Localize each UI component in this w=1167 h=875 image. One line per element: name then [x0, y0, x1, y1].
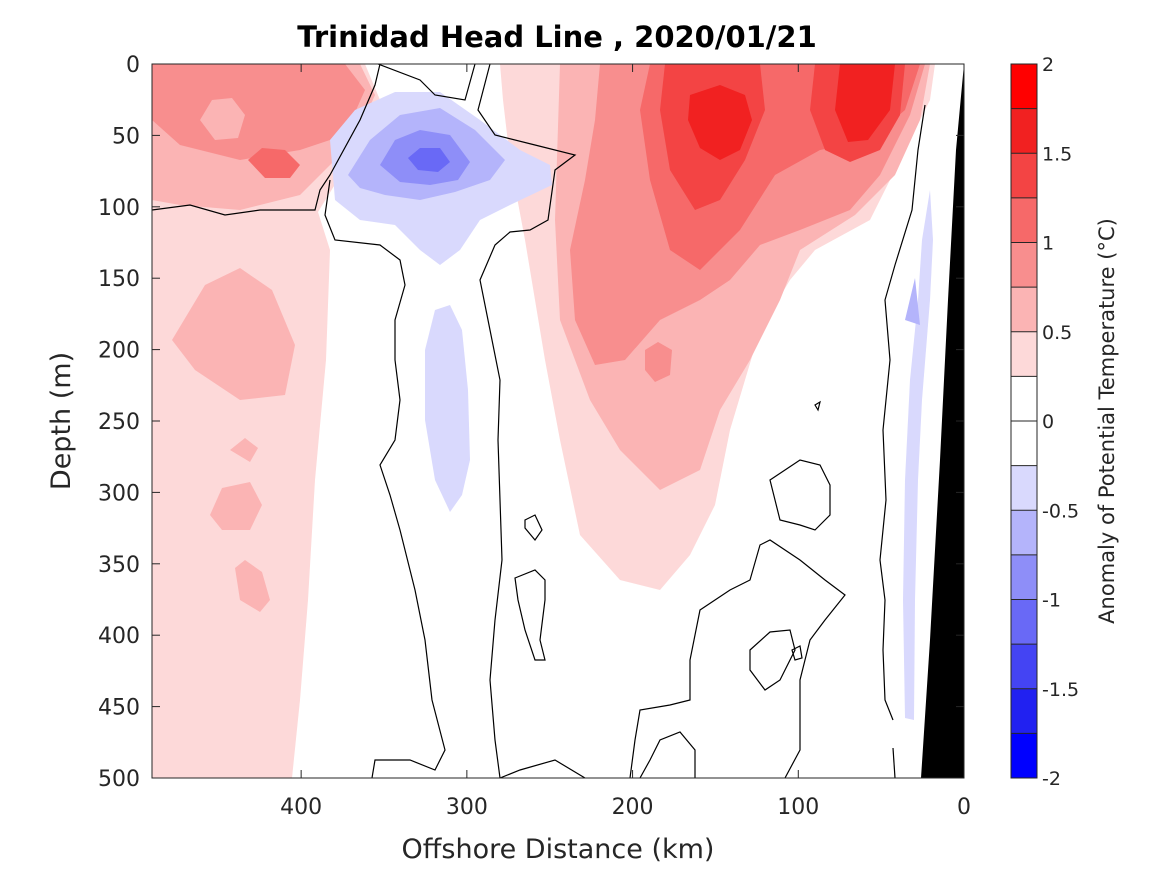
- warm-core-offshore: [152, 64, 365, 160]
- y-axis: 0 50 100 150 200 250 300 350 400 450 500: [98, 53, 964, 792]
- colorbar-swatch: [1011, 599, 1037, 645]
- y-tick-label: 250: [98, 410, 140, 435]
- bathymetry-shelf: [921, 64, 964, 778]
- warm-spot-offshore-strong: [248, 148, 300, 178]
- warm-band-offshore: [152, 64, 380, 778]
- y-tick-label: 0: [126, 53, 140, 78]
- y-tick-label: 100: [98, 196, 140, 221]
- colorbar-swatch: [1011, 153, 1037, 198]
- cold-strip-nearshore-mid: [905, 278, 920, 325]
- colorbar-swatch: [1011, 108, 1037, 154]
- x-tick-label: 200: [612, 795, 654, 820]
- y-tick-label: 350: [98, 553, 140, 578]
- colorbar-tick-label: 1.5: [1042, 143, 1072, 165]
- colorbar-tick-label: 0.5: [1042, 322, 1072, 344]
- colorbar-label: Anomaly of Potential Temperature (°C): [1095, 218, 1119, 624]
- y-tick-label: 500: [98, 767, 140, 792]
- warm-core-strong-a: [688, 85, 752, 160]
- colorbar-frame: [1010, 63, 1038, 779]
- warm-core-strong-b: [835, 64, 895, 142]
- colorbar-tick-label: 0: [1042, 411, 1054, 433]
- colorbar-swatch: [1011, 421, 1037, 466]
- colorbar-swatch: [1011, 376, 1037, 421]
- colorbar-tick-label: -2: [1042, 768, 1061, 790]
- colorbar-swatch: [1011, 644, 1037, 689]
- colorbar-swatch: [1011, 733, 1037, 778]
- warm-spot-deep: [645, 342, 672, 382]
- colorbar-tick-label: -1: [1042, 590, 1061, 612]
- cold-tongue: [425, 305, 470, 512]
- x-tick-label: 100: [777, 795, 819, 820]
- y-tick-label: 300: [98, 481, 140, 506]
- colorbar-swatch: [1011, 465, 1037, 511]
- zero-contour-lines: [152, 64, 926, 778]
- colorbar-tick-label: -1.5: [1042, 679, 1079, 701]
- colorbar-tick-label: -0.5: [1042, 500, 1079, 522]
- y-tick-label: 400: [98, 624, 140, 649]
- y-axis-label: Depth (m): [46, 352, 77, 490]
- colorbar-swatch: [1011, 688, 1037, 734]
- colorbar-swatch: [1011, 242, 1037, 288]
- colorbar-tick-label: 1: [1042, 233, 1054, 255]
- colorbar-swatch: [1011, 510, 1037, 555]
- y-tick-label: 50: [112, 124, 140, 149]
- y-tick-label: 200: [98, 339, 140, 364]
- y-tick-label: 150: [98, 267, 140, 292]
- cold-strip-nearshore: [903, 190, 933, 720]
- cold-core-center: [408, 148, 450, 172]
- colorbar-swatch: [1011, 197, 1037, 243]
- x-tick-label: 400: [280, 795, 322, 820]
- x-tick-label: 0: [957, 795, 971, 820]
- colorbar-tick-label: 2: [1042, 54, 1054, 76]
- warm-patch-offshore-small-b: [235, 560, 270, 612]
- colorbar-swatch: [1011, 64, 1037, 109]
- colorbar: -2 -1.5 -1 -0.5 0 0.5 1 1.5 2: [1010, 54, 1079, 790]
- contour-fills: [152, 64, 964, 778]
- colorbar-swatch: [1011, 287, 1037, 332]
- x-tick-label: 300: [446, 795, 488, 820]
- colorbar-swatch: [1011, 554, 1037, 600]
- warm-spot-offshore-light: [200, 98, 245, 140]
- y-tick-label: 450: [98, 696, 140, 721]
- warm-patch-offshore-small-c: [230, 438, 258, 462]
- chart-title: Trinidad Head Line , 2020/01/21: [297, 20, 817, 54]
- warm-patch-offshore-mid: [172, 268, 295, 400]
- x-axis-label: Offshore Distance (km): [402, 834, 715, 865]
- warm-patch-offshore-small-a: [210, 482, 262, 530]
- colorbar-swatch: [1011, 331, 1037, 377]
- x-axis: 400 300 200 100 0: [280, 64, 971, 820]
